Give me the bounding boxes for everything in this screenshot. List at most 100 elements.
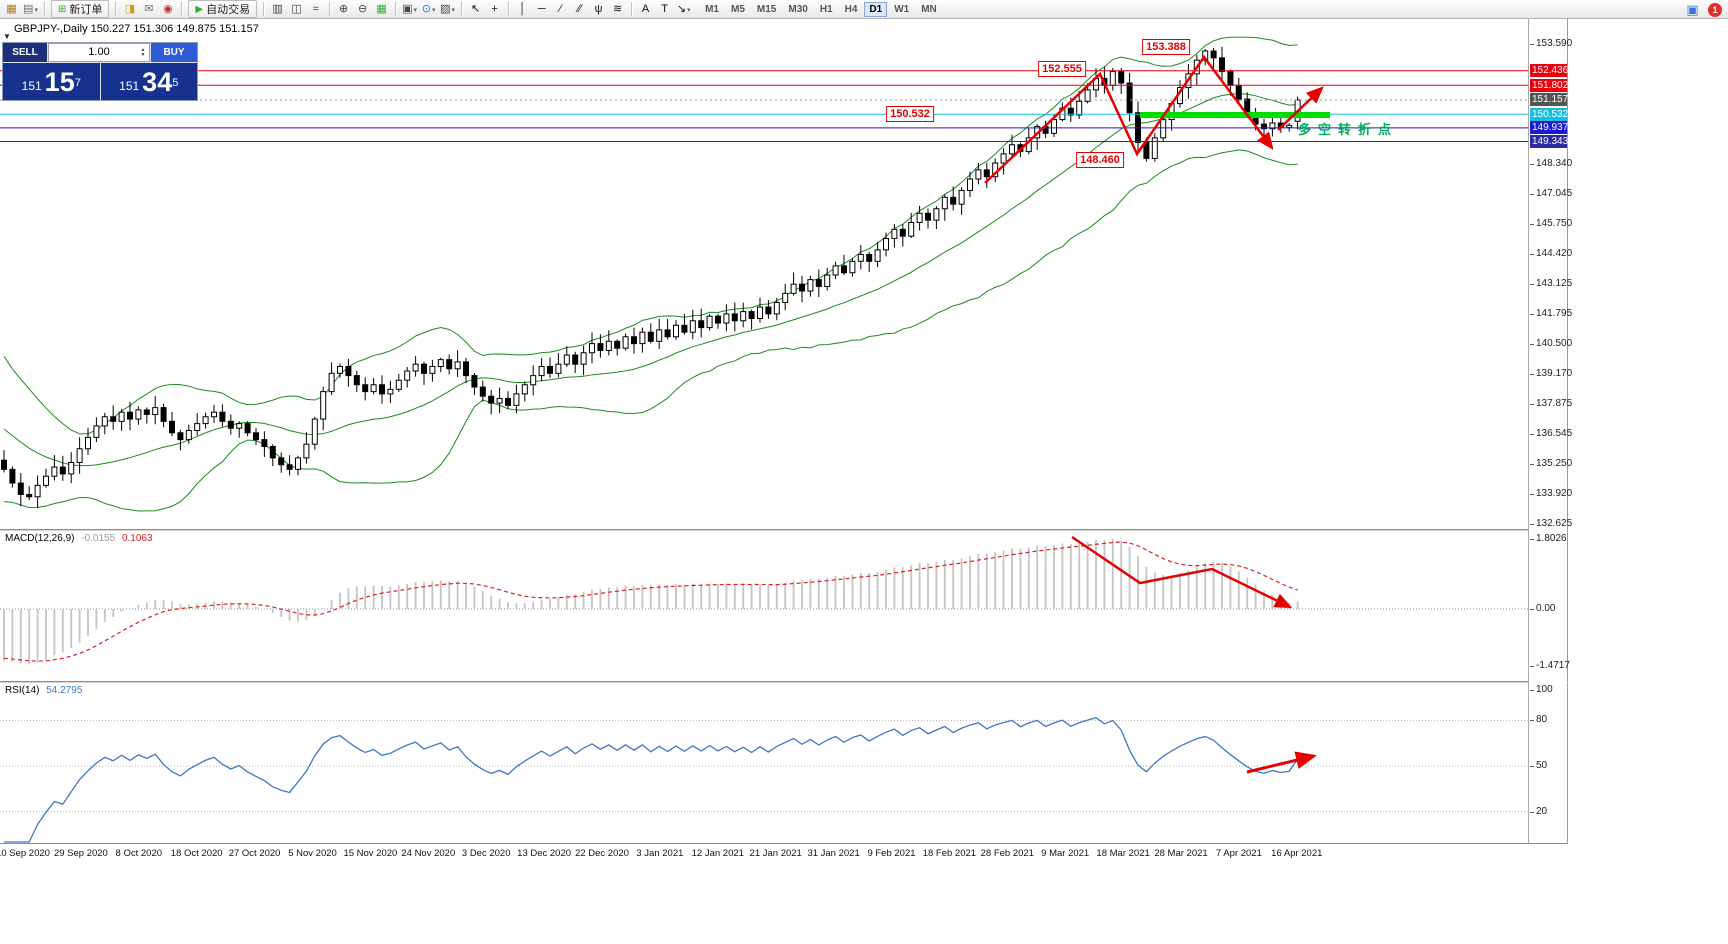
autotrade-button[interactable]: ▶ 自动交易: [188, 0, 258, 18]
crosshair-icon[interactable]: +: [491, 2, 498, 15]
rsi-panel[interactable]: RSI(14) 54.2795: [0, 683, 1528, 843]
tf-m5-button[interactable]: M5: [731, 3, 745, 15]
trend-arrow[interactable]: [984, 54, 1274, 184]
date-label: 9 Mar 2021: [1041, 848, 1090, 859]
panel-divider[interactable]: [0, 529, 1568, 531]
candle: [1160, 115, 1167, 142]
price-chart[interactable]: 150.532 152.555 153.388 148.460 多空转折点 GBPJPY…: [0, 19, 1528, 529]
chat-icon[interactable]: ▣: [1686, 2, 1699, 17]
trend-arrow[interactable]: [1277, 86, 1324, 131]
tf-h1-button[interactable]: H1: [819, 3, 833, 15]
templates-icon-caret[interactable]: ▾: [451, 6, 456, 14]
macd-trend-arrow[interactable]: [1071, 535, 1293, 609]
rsi-trend-arrow[interactable]: [1246, 751, 1317, 774]
new-window-icon-caret[interactable]: ▾: [413, 6, 418, 14]
time-axis[interactable]: 10 Sep 2020 29 Sep 2020 8 Oct 2020 18 Oct 2…: [0, 844, 1568, 862]
candle: [975, 163, 982, 185]
tf-m1-button[interactable]: M1: [705, 3, 719, 15]
history-center-icon[interactable]: ◨: [124, 2, 136, 15]
panel-divider[interactable]: [0, 681, 1568, 683]
candle: [908, 212, 915, 239]
candle: [605, 330, 612, 356]
candle: [110, 405, 117, 430]
line-chart-icon[interactable]: ≈: [312, 2, 319, 15]
tf-m15-button[interactable]: M15: [756, 3, 777, 15]
sell-price[interactable]: 151 15 7: [3, 63, 100, 100]
channel-icon[interactable]: ∕∕: [577, 2, 582, 15]
candle: [530, 365, 537, 396]
fibonacci-icon[interactable]: ψ: [594, 2, 603, 15]
bar-chart-icon[interactable]: ▥: [272, 2, 283, 15]
volume-field[interactable]: 1.00 ▲ ▼: [48, 43, 150, 62]
candle: [715, 313, 721, 329]
profiles-icon[interactable]: ▤▾: [23, 2, 38, 15]
rsi-label: RSI(14) 54.2795: [5, 685, 82, 696]
candle: [1118, 68, 1125, 94]
candle: [832, 261, 839, 280]
sell-price-big-figure: 151: [21, 78, 42, 93]
profiles-icon-caret[interactable]: ▾: [34, 6, 38, 14]
zoom-out-icon[interactable]: ⊖: [357, 2, 368, 15]
arrows-icon[interactable]: ↘▾: [676, 2, 691, 15]
price-chart-canvas[interactable]: [0, 19, 1528, 529]
tf-w1-button[interactable]: W1: [894, 3, 910, 15]
candle: [261, 431, 268, 457]
candle: [194, 413, 201, 436]
cursor-icon[interactable]: ↖: [470, 2, 481, 15]
tf-h4-button[interactable]: H4: [844, 3, 858, 15]
templates-icon[interactable]: ▨▾: [440, 2, 456, 15]
trade-panel-collapse-icon[interactable]: ▼: [3, 32, 11, 41]
candle: [664, 319, 671, 340]
date-label: 18 Feb 2021: [922, 848, 977, 859]
sell-price-pips: 15: [44, 66, 75, 97]
candle: [874, 241, 881, 268]
bollinger-lower-band: [3, 149, 1298, 512]
candle: [362, 377, 369, 401]
candle: [253, 427, 259, 446]
shapes-icon[interactable]: ≋: [612, 2, 623, 15]
candle: [740, 302, 747, 328]
date-label: 15 Nov 2020: [343, 848, 398, 859]
macd-panel[interactable]: MACD(12,26,9) -0.0155 0.1063: [0, 531, 1528, 681]
candle: [463, 358, 469, 384]
rsi-canvas[interactable]: [0, 683, 1528, 843]
date-label: 28 Feb 2021: [980, 848, 1034, 859]
new-window-icon[interactable]: ▣▾: [402, 2, 418, 15]
buy-price[interactable]: 151 34 5: [100, 63, 197, 100]
text-icon[interactable]: A: [641, 2, 650, 15]
date-label: 22 Dec 2020: [575, 848, 629, 859]
tf-d1-button[interactable]: D1: [864, 1, 888, 17]
candle: [227, 414, 234, 435]
volume-spinner[interactable]: ▲ ▼: [140, 46, 146, 58]
label-icon[interactable]: T: [661, 2, 668, 15]
arrows-icon-caret[interactable]: ▾: [686, 6, 691, 14]
candle: [379, 375, 385, 404]
bollinger-upper-band: [3, 36, 1298, 435]
horizontal-line-icon[interactable]: ─: [537, 2, 546, 15]
tf-m30-button[interactable]: M30: [788, 3, 808, 15]
tf-mn-button[interactable]: MN: [921, 3, 937, 15]
new-chart-icon[interactable]: ▦: [6, 2, 17, 15]
trendline-icon[interactable]: ∕: [559, 2, 562, 15]
macd-canvas[interactable]: [0, 531, 1528, 681]
market-icon[interactable]: ◉: [163, 2, 173, 15]
candle: [1210, 47, 1217, 68]
price-scale[interactable]: 153.590 148.340 147.045 145.750 144.420 143.1…: [1528, 19, 1572, 843]
date-label: 24 Nov 2020: [401, 848, 456, 859]
tile-windows-icon[interactable]: ▦: [376, 2, 387, 15]
candle: [639, 327, 646, 353]
sell-button[interactable]: SELL: [3, 43, 47, 62]
candle: [446, 354, 453, 375]
candlestick-chart-icon[interactable]: ◫: [291, 2, 302, 15]
buy-price-point: 5: [172, 77, 179, 89]
period-icon[interactable]: ⊙▾: [421, 2, 436, 15]
period-icon-caret[interactable]: ▾: [431, 6, 436, 14]
zoom-in-icon[interactable]: ⊕: [338, 2, 349, 15]
notification-badge[interactable]: 1: [1708, 2, 1722, 17]
new-order-button[interactable]: ⊞ 新订单: [51, 0, 110, 18]
news-icon[interactable]: ✉: [144, 2, 154, 15]
macd-signal-value: 0.1063: [121, 533, 153, 544]
rsi-scale-label: 50: [1529, 760, 1548, 771]
vertical-line-icon[interactable]: │: [519, 2, 527, 15]
buy-button[interactable]: BUY: [151, 43, 197, 62]
